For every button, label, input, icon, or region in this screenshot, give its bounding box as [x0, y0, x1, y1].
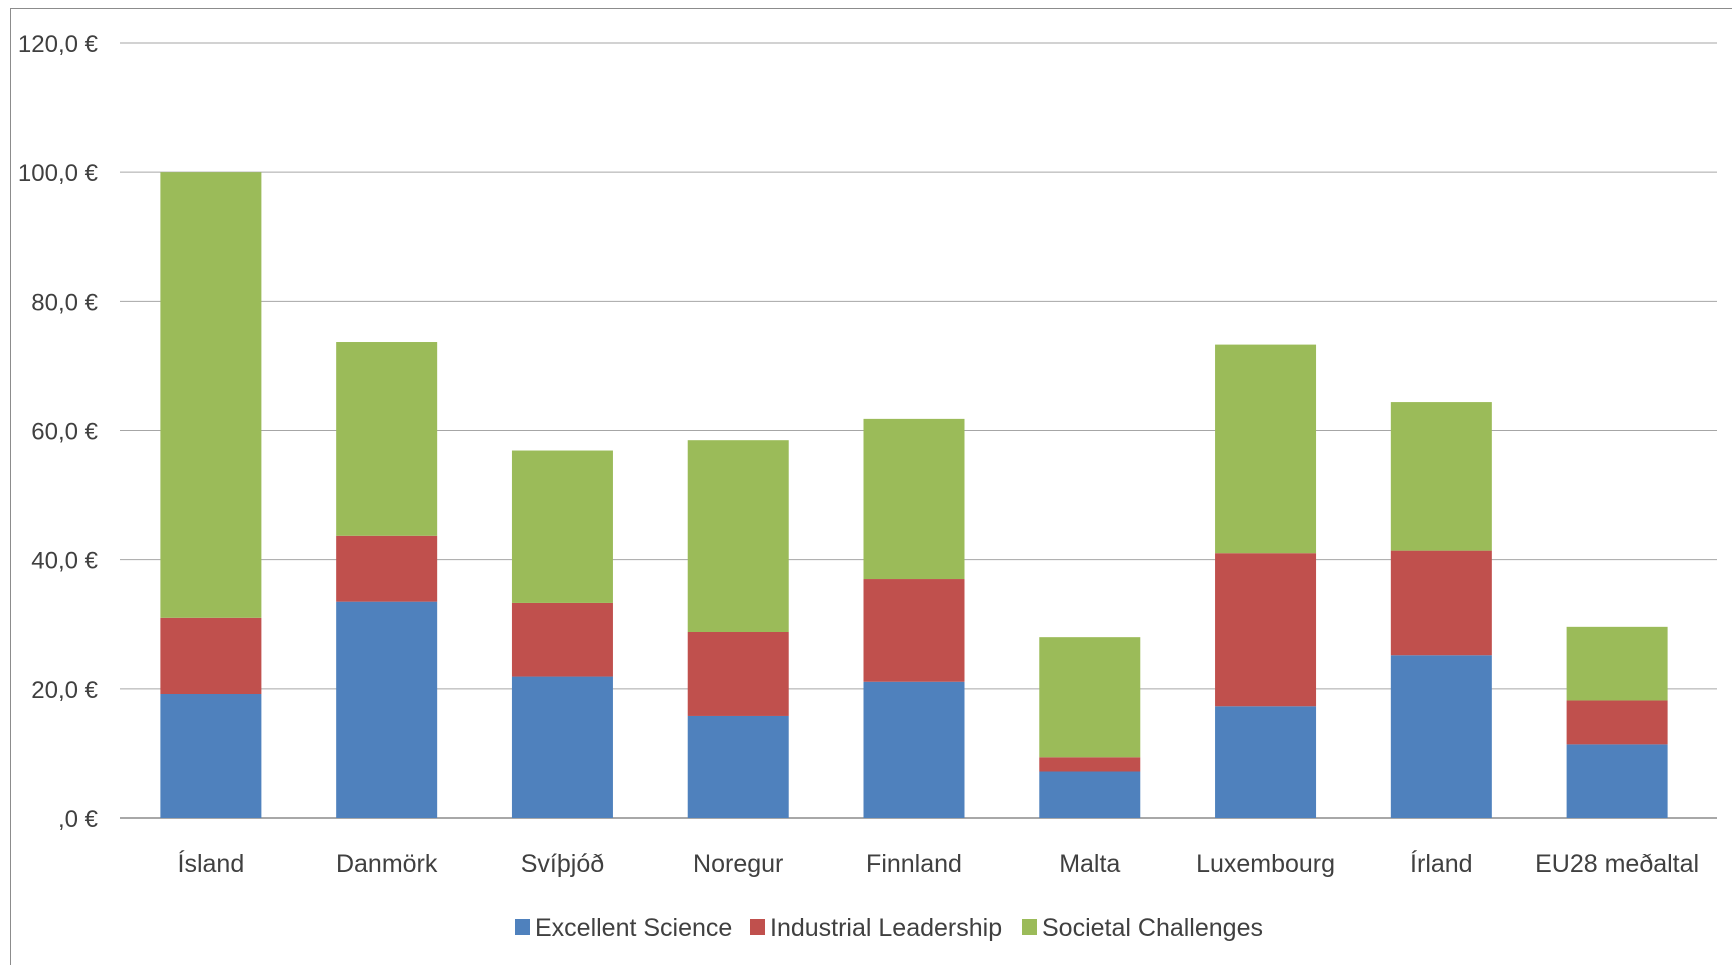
y-axis-tick-labels: ,0 € 20,0 € 40,0 € 60,0 € 80,0 € 100,0 € 120,0…	[18, 31, 99, 833]
bar-segment-excellent-science	[160, 694, 262, 818]
bar-segment-industrial-leadership	[1566, 700, 1668, 745]
bar-segment-societal-challenges	[1390, 402, 1492, 551]
x-category-label: Finnland	[866, 850, 962, 878]
bar-segment-excellent-science	[1215, 706, 1317, 818]
legend: Excellent Science Industrial Leadership So…	[515, 914, 1263, 942]
x-category-label: EU28 meðaltal	[1535, 850, 1699, 878]
y-tick-label: 100,0 €	[18, 160, 99, 187]
y-tick-label: 60,0 €	[31, 419, 98, 446]
bar-segment-societal-challenges	[160, 172, 262, 618]
bar-segment-industrial-leadership	[160, 617, 262, 694]
x-category-label: Svíþjóð	[521, 850, 604, 878]
bar-segment-societal-challenges	[1039, 637, 1141, 758]
bar-segment-excellent-science	[511, 676, 613, 818]
legend-swatch	[750, 919, 765, 935]
bar-segment-industrial-leadership	[1215, 553, 1317, 707]
bar-segment-industrial-leadership	[1390, 550, 1492, 656]
x-category-label: Noregur	[693, 850, 783, 878]
bar-segment-societal-challenges	[511, 450, 613, 603]
bars	[160, 172, 1668, 818]
bar-segment-societal-challenges	[1215, 344, 1317, 554]
bar-segment-excellent-science	[1039, 771, 1141, 818]
legend-label: Excellent Science	[535, 914, 732, 942]
x-category-label: Ísland	[178, 849, 245, 878]
bar-segment-excellent-science	[336, 601, 438, 818]
bar-segment-societal-challenges	[863, 418, 965, 580]
legend-label: Industrial Leadership	[770, 914, 1002, 942]
bar-segment-excellent-science	[1390, 655, 1492, 818]
chart-frame	[10, 8, 1732, 965]
legend-swatch	[515, 919, 530, 935]
bar-segment-societal-challenges	[687, 440, 789, 632]
bar-segment-societal-challenges	[336, 342, 438, 536]
bar-segment-industrial-leadership	[336, 535, 438, 602]
x-category-label: Danmörk	[336, 850, 438, 878]
y-tick-label: ,0 €	[58, 806, 99, 833]
bar-segment-industrial-leadership	[863, 579, 965, 682]
bar-segment-excellent-science	[863, 681, 965, 818]
bar-segment-societal-challenges	[1566, 626, 1668, 701]
x-axis-category-labels: Ísland Danmörk Svíþjóð Noregur Finnland Malta…	[178, 849, 1700, 878]
bar-segment-excellent-science	[1566, 744, 1668, 818]
legend-label: Societal Challenges	[1042, 914, 1263, 942]
y-tick-label: 40,0 €	[31, 548, 98, 575]
bar-segment-industrial-leadership	[687, 632, 789, 716]
x-category-label: Malta	[1059, 850, 1120, 878]
bar-segment-industrial-leadership	[511, 602, 613, 677]
y-tick-label: 120,0 €	[18, 31, 99, 58]
y-tick-label: 80,0 €	[31, 289, 98, 316]
bar-segment-excellent-science	[687, 715, 789, 818]
x-category-label: Írland	[1410, 849, 1473, 878]
legend-swatch	[1022, 919, 1037, 935]
y-tick-label: 20,0 €	[31, 677, 98, 704]
bar-segment-industrial-leadership	[1039, 757, 1141, 772]
x-category-label: Luxembourg	[1196, 850, 1335, 878]
